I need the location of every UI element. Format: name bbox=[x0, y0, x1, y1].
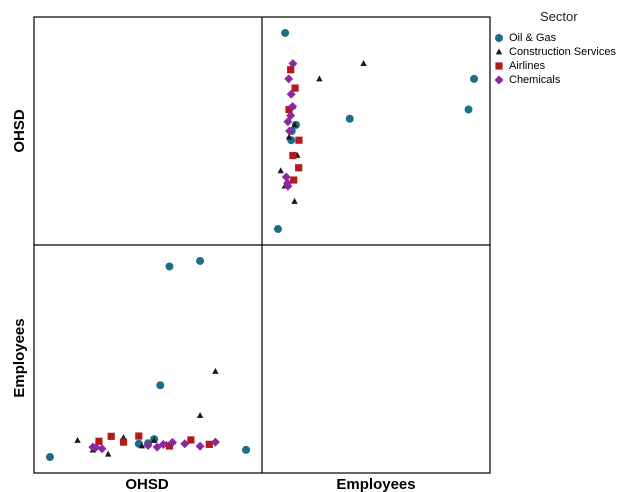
legend-items: Oil & Gas Construction Services Airlines Ch… bbox=[494, 31, 622, 87]
legend-label: Oil & Gas bbox=[509, 32, 557, 44]
legend-item-chemicals: Chemicals bbox=[494, 73, 622, 87]
row-label-ohsd: OHSD bbox=[11, 109, 28, 153]
point-construction-services bbox=[316, 75, 323, 82]
point-airlines bbox=[295, 136, 303, 144]
point-oil-gas bbox=[345, 114, 354, 123]
point-airlines bbox=[291, 84, 299, 92]
point-chemicals bbox=[288, 59, 298, 69]
legend-item-airlines: Airlines bbox=[494, 59, 622, 73]
point-oil-gas bbox=[156, 381, 165, 390]
point-chemicals bbox=[168, 437, 178, 447]
point-chemicals bbox=[152, 442, 162, 452]
legend-label: Construction Services bbox=[509, 46, 616, 58]
legend-triangle-icon bbox=[495, 48, 503, 55]
row-label-employees: Employees bbox=[11, 318, 28, 397]
point-chemicals bbox=[285, 126, 295, 136]
point-chemicals bbox=[88, 442, 98, 452]
point-construction-services bbox=[277, 167, 284, 174]
point-construction-services bbox=[74, 436, 81, 443]
point-oil-gas bbox=[464, 105, 473, 114]
legend-marker-construction-services bbox=[495, 48, 503, 55]
matrix-marks bbox=[45, 28, 479, 462]
point-oil-gas bbox=[196, 256, 205, 265]
legend: Sector Oil & Gas Construction Services Air… bbox=[494, 9, 622, 87]
point-airlines bbox=[95, 437, 103, 445]
cell-employees-vs-ohsd bbox=[45, 256, 251, 462]
col-label-employees: Employees bbox=[336, 476, 415, 492]
legend-label: Airlines bbox=[509, 60, 546, 72]
legend-title: Sector bbox=[540, 9, 578, 24]
point-construction-services bbox=[104, 450, 112, 457]
point-construction-services bbox=[138, 442, 146, 449]
matrix-frame bbox=[33, 16, 491, 474]
legend-item-construction-services: Construction Services bbox=[494, 45, 622, 59]
point-construction-services bbox=[291, 197, 298, 204]
col-label-ohsd: OHSD bbox=[125, 476, 169, 492]
legend-diamond-icon bbox=[494, 75, 504, 85]
point-oil-gas bbox=[242, 445, 251, 454]
point-chemicals bbox=[97, 444, 107, 454]
point-airlines bbox=[165, 442, 174, 450]
legend-marker-oil-gas bbox=[495, 34, 503, 42]
point-oil-gas bbox=[470, 74, 479, 83]
point-airlines bbox=[285, 105, 293, 114]
point-airlines bbox=[107, 432, 115, 440]
point-construction-services bbox=[291, 121, 298, 128]
legend-circle-icon bbox=[495, 34, 503, 42]
point-airlines bbox=[289, 151, 297, 160]
point-oil-gas bbox=[273, 225, 282, 234]
point-airlines bbox=[290, 176, 298, 184]
point-chemicals bbox=[210, 437, 220, 447]
point-construction-services bbox=[196, 412, 204, 419]
point-oil-gas bbox=[281, 28, 290, 37]
point-construction-services bbox=[150, 436, 158, 443]
point-chemicals bbox=[143, 440, 153, 450]
point-oil-gas bbox=[45, 453, 54, 462]
point-chemicals bbox=[180, 439, 190, 449]
legend-marker-airlines bbox=[495, 62, 503, 70]
point-chemicals bbox=[284, 74, 294, 84]
point-chemicals bbox=[283, 181, 293, 191]
legend-marker-chemicals bbox=[494, 75, 504, 85]
point-oil-gas bbox=[165, 262, 174, 271]
point-airlines bbox=[295, 164, 303, 172]
point-chemicals bbox=[288, 101, 298, 111]
scatterplot-matrix: OHSD Employees OHSD Employees bbox=[11, 16, 491, 492]
point-airlines bbox=[187, 436, 195, 444]
point-airlines bbox=[287, 66, 295, 74]
point-chemicals bbox=[286, 89, 296, 99]
point-construction-services bbox=[360, 59, 367, 66]
point-airlines bbox=[119, 438, 128, 446]
point-chemicals bbox=[281, 172, 291, 182]
cell-ohsd-vs-employees bbox=[273, 28, 479, 234]
legend-label: Chemicals bbox=[509, 74, 561, 86]
legend-square-icon bbox=[495, 62, 503, 70]
point-construction-services bbox=[212, 367, 219, 374]
point-chemicals bbox=[283, 117, 293, 127]
point-airlines bbox=[205, 440, 213, 448]
point-airlines bbox=[135, 432, 143, 440]
legend-item-oil-gas: Oil & Gas bbox=[494, 31, 622, 45]
point-construction-services bbox=[285, 133, 293, 140]
point-chemicals bbox=[195, 441, 205, 451]
